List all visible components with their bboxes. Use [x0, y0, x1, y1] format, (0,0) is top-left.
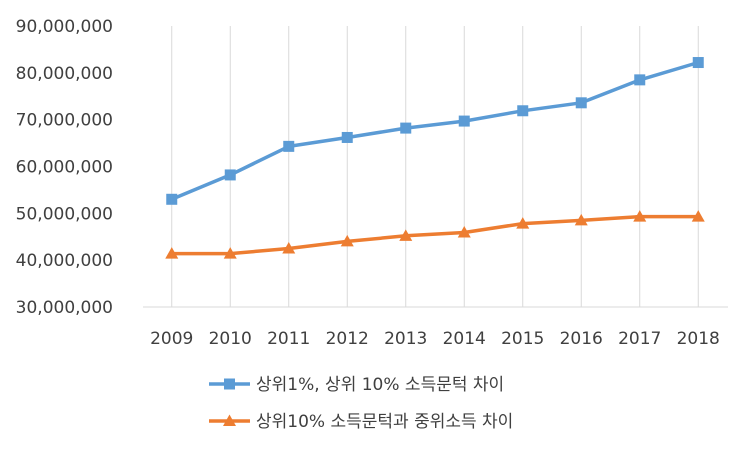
y-tick-label: 50,000,000: [16, 204, 113, 224]
x-tick-label: 2015: [501, 329, 544, 349]
series-1-point-2010: [224, 169, 236, 181]
series-2-point-2013: [399, 229, 413, 241]
series-markers: [165, 57, 705, 259]
legend-swatch-marker: [223, 414, 236, 426]
series-2-point-2009: [165, 247, 179, 259]
series-2-point-2016: [574, 213, 588, 226]
series-line-1: [170, 60, 701, 202]
x-tick-label: 2016: [560, 329, 603, 349]
legend-swatch-marker: [224, 378, 235, 390]
series-1-point-2013: [400, 122, 412, 134]
series-1-point-2017: [634, 74, 646, 86]
x-tick-label: 2018: [677, 329, 720, 349]
y-tick-label: 60,000,000: [16, 158, 113, 178]
y-tick-label: 80,000,000: [16, 64, 113, 84]
x-tick-label: 2009: [150, 329, 193, 349]
series-1-point-2012: [341, 131, 353, 143]
series-2-point-2018: [691, 210, 705, 222]
x-tick-label: 2017: [618, 329, 661, 349]
x-tick-label: 2012: [326, 329, 369, 349]
y-tick-label: 70,000,000: [16, 111, 113, 131]
y-tick-label: 40,000,000: [16, 251, 113, 271]
x-tick-label: 2014: [443, 329, 486, 349]
series-2-point-2017: [633, 210, 647, 222]
axes: 30,000,000 40,000,000 50,000,000 60,000,000…: [16, 17, 728, 349]
legend-label: 상위1%, 상위 10% 소득문턱 차이: [256, 375, 504, 395]
x-tick-label: 2010: [209, 329, 252, 349]
series-1-point-2014: [458, 115, 470, 127]
legend-label: 상위10% 소득문턱과 중위소득 차이: [256, 412, 513, 432]
series-2-point-2011: [282, 241, 296, 254]
series-1-point-2011: [283, 140, 295, 152]
x-tick-label: 2013: [384, 329, 427, 349]
series-2-point-2014: [457, 226, 471, 238]
series-1-point-2018: [692, 57, 704, 69]
series-1-point-2016: [575, 97, 587, 109]
gridlines: [171, 26, 699, 307]
series-line-2: [170, 214, 701, 256]
series-1-point-2009: [166, 193, 178, 205]
y-tick-label: 90,000,000: [16, 17, 113, 37]
x-tick-label: 2011: [267, 329, 310, 349]
legend-entry-2: 상위10% 소득문턱과 중위소득 차이: [209, 412, 513, 432]
legend-entry-1: 상위1%, 상위 10% 소득문턱 차이: [209, 375, 504, 395]
series-lines: [170, 60, 701, 256]
series-2-point-2015: [516, 217, 530, 229]
y-tick-label: 30,000,000: [16, 298, 113, 318]
series-1-point-2015: [517, 105, 529, 117]
series-2-point-2010: [223, 247, 237, 259]
series-2-point-2012: [340, 234, 354, 247]
